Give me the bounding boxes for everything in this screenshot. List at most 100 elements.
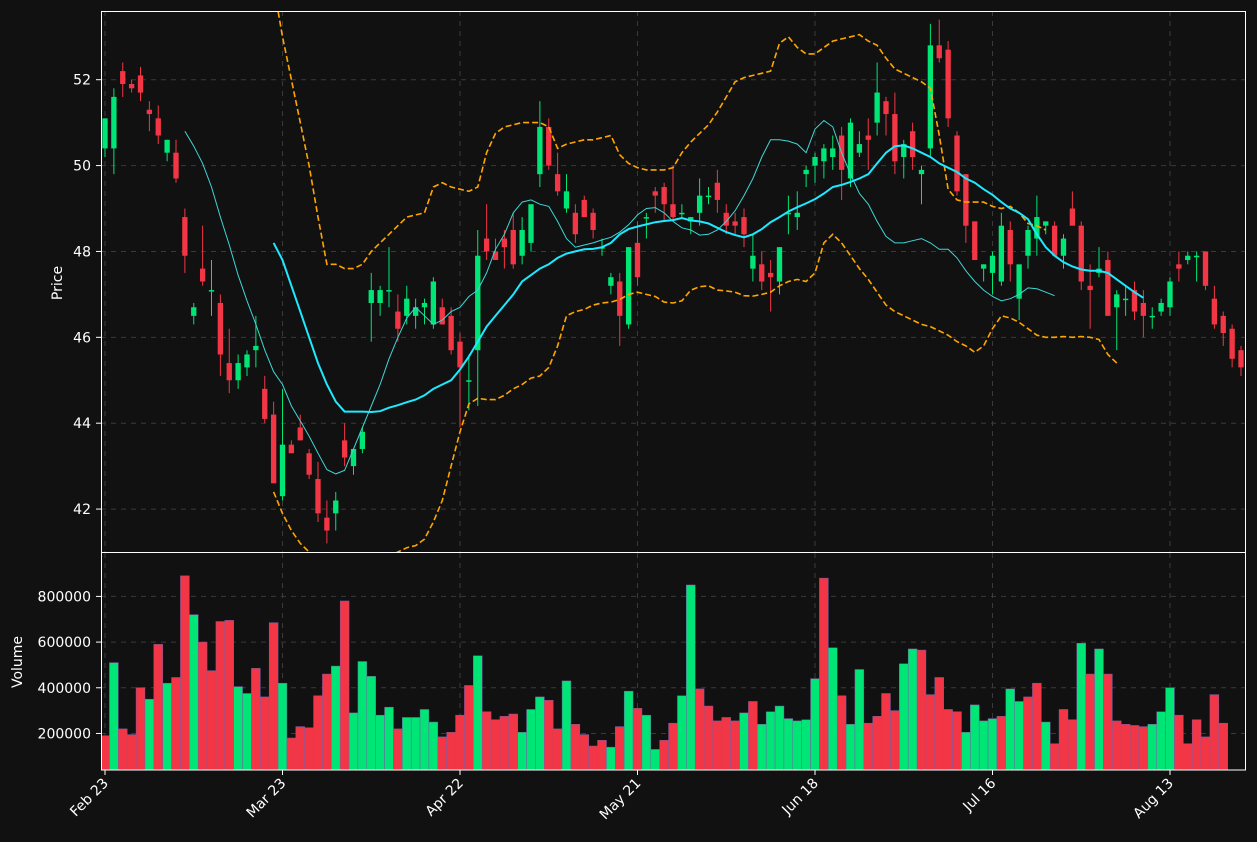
candle-body [679,212,685,215]
volume-bar [712,720,723,770]
candle-body [1158,302,1164,312]
price-tick-label: 50 [73,159,91,175]
volume-bar [189,614,199,770]
volume-bar [579,734,589,770]
volume-bar [978,720,989,770]
volume-bar [384,706,394,770]
volume-bar [783,718,794,770]
volume-bar [836,695,847,770]
volume-bar [233,686,243,770]
volume-bar [517,732,527,770]
candle-body [554,174,561,192]
volume-bar [970,704,980,770]
volume-bar [854,669,865,770]
volume-bar [757,724,767,770]
volume-bar [153,644,163,770]
candle-body [510,229,516,265]
candle-body [262,388,268,419]
volume-bar [1041,721,1051,770]
candle-body [812,156,818,166]
candle-body [1016,264,1022,299]
candle-body [759,264,765,282]
candle-body [102,118,108,149]
volume-bar [419,709,430,770]
volume-bar [135,687,146,770]
candle-body [146,109,153,115]
volume-bar [206,670,217,770]
volume-bar [641,714,652,770]
volume-bar [393,728,403,770]
volume-tick-label: 800000 [38,589,91,605]
candle-body [1202,251,1209,286]
volume-tick-label: 200000 [38,726,91,742]
candle-body [954,135,960,192]
volume-bar [126,734,137,770]
lower-band-line [272,233,1118,552]
candle-body [1087,285,1093,291]
upper-band-line [277,11,1047,270]
volume-bar [1112,720,1122,770]
volume-bar [668,722,678,770]
volume-bar [792,720,802,770]
candle-body [936,45,942,59]
candle-body [705,195,712,198]
volume-bar [277,682,288,770]
candle-body [608,277,614,286]
volume-bar [890,710,900,770]
volume-bar [765,711,776,770]
candle-body [803,169,809,175]
candle-body [581,199,587,218]
volume-bar [215,621,226,770]
candle-body [714,182,721,200]
volume-bar [552,728,563,770]
volume-bar [109,662,119,770]
x-tick-label: Aug 13 [1130,776,1176,822]
volume-bar [801,719,811,770]
volume-bar [1058,709,1069,770]
candle-body [1078,225,1084,282]
candle-body [830,148,836,157]
volume-bar [224,620,234,770]
volume-bar [357,661,368,770]
volume-bar [615,726,625,770]
candle-body [377,290,383,303]
candle-body [244,354,250,368]
candle-body [279,444,286,497]
candle-body [173,152,179,179]
candle-body [537,126,543,175]
candle-body [1025,229,1031,256]
volume-bar [623,690,634,770]
volume-bar [996,716,1007,770]
candle-body [1220,315,1226,334]
candle-body [1034,217,1040,239]
volume-bar [588,745,598,770]
candle-body [199,268,206,282]
candle-body [688,217,694,222]
volume-bar [180,575,190,770]
x-tick-label: Apr 22 [423,776,467,820]
candle-body [128,83,135,89]
candle-body [750,255,756,269]
volume-bar [1156,711,1166,770]
volume-bar [197,641,208,770]
candle-body [253,345,259,351]
volume-bar [402,717,412,770]
candle-body [333,500,339,514]
price-tick-label: 48 [73,244,91,260]
candlesticks [102,19,1244,544]
candle-body [767,272,774,278]
volume-bars [101,575,1228,770]
candle-body [865,135,871,140]
volume-bar [1005,688,1015,770]
volume-bar [561,680,572,770]
candle-body [341,440,348,458]
slow-moving-average-line [272,144,1144,414]
candle-body [998,225,1005,282]
volume-bar [490,719,501,770]
volume-bar [260,696,270,770]
candle-body [643,217,650,219]
volume-bar [1076,642,1086,770]
candle-body [324,517,330,531]
volume-bar [721,717,731,770]
